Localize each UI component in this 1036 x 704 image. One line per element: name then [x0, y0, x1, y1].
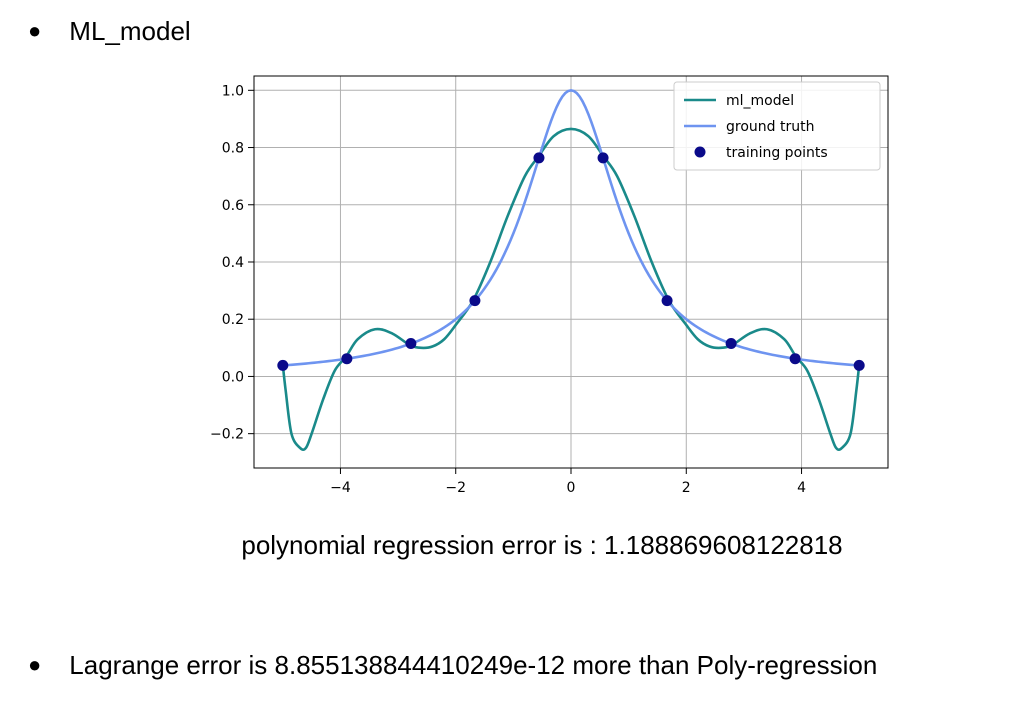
- y-tick-label: 0.8: [222, 141, 244, 157]
- x-tick-label: −4: [330, 480, 351, 496]
- y-tick-label: 0.4: [222, 255, 244, 271]
- series-ground-truth-line: [282, 88, 860, 367]
- y-tick-label: 0.0: [222, 369, 244, 385]
- training-point: [661, 295, 673, 307]
- grid-layer: [254, 76, 888, 468]
- legend-box: [673, 81, 881, 171]
- training-point: [277, 359, 289, 371]
- training-point: [789, 353, 801, 365]
- training-point: [725, 338, 737, 350]
- x-tick-label: 4: [797, 480, 806, 496]
- y-tick-label: 0.6: [222, 198, 244, 214]
- x-tick-label: 0: [567, 480, 576, 496]
- lagrange-comparison-line: ● Lagrange error is 8.855138844410249e-1…: [28, 650, 877, 680]
- training-point: [597, 152, 609, 164]
- legend-label: ml_model: [726, 93, 794, 109]
- heading-ml-model: ● ML_model: [28, 16, 191, 46]
- regression-error-caption: polynomial regression error is : 1.18886…: [241, 530, 843, 560]
- x-tick-label: 2: [682, 480, 691, 496]
- x-tick-label: −2: [445, 480, 466, 496]
- ticks-layer: −4 −2 0 2 4 −0.2 0.0 0.2 0.4 0.6 0.8 1.0: [210, 83, 806, 496]
- points-layer: [277, 152, 865, 371]
- legend-label: training points: [726, 145, 828, 161]
- bullet-icon: ●: [28, 18, 42, 43]
- lagrange-comparison-text: Lagrange error is 8.855138844410249e-12 …: [69, 650, 878, 680]
- y-tick-label: 1.0: [222, 83, 244, 99]
- training-point: [341, 353, 353, 365]
- training-point: [853, 359, 865, 371]
- training-point: [533, 152, 545, 164]
- y-tick-label: 0.2: [222, 312, 244, 328]
- legend-swatch-points: [694, 146, 706, 158]
- chart: −4 −2 0 2 4 −0.2 0.0 0.2 0.4 0.6 0.8 1.0 ml_modelgr…: [210, 75, 889, 496]
- y-tick-label: −0.2: [210, 427, 244, 443]
- training-point: [405, 338, 417, 350]
- heading-text: ML_model: [69, 16, 191, 46]
- training-point: [469, 295, 481, 307]
- bullet-icon: ●: [28, 652, 42, 677]
- legend-label: ground truth: [726, 119, 814, 135]
